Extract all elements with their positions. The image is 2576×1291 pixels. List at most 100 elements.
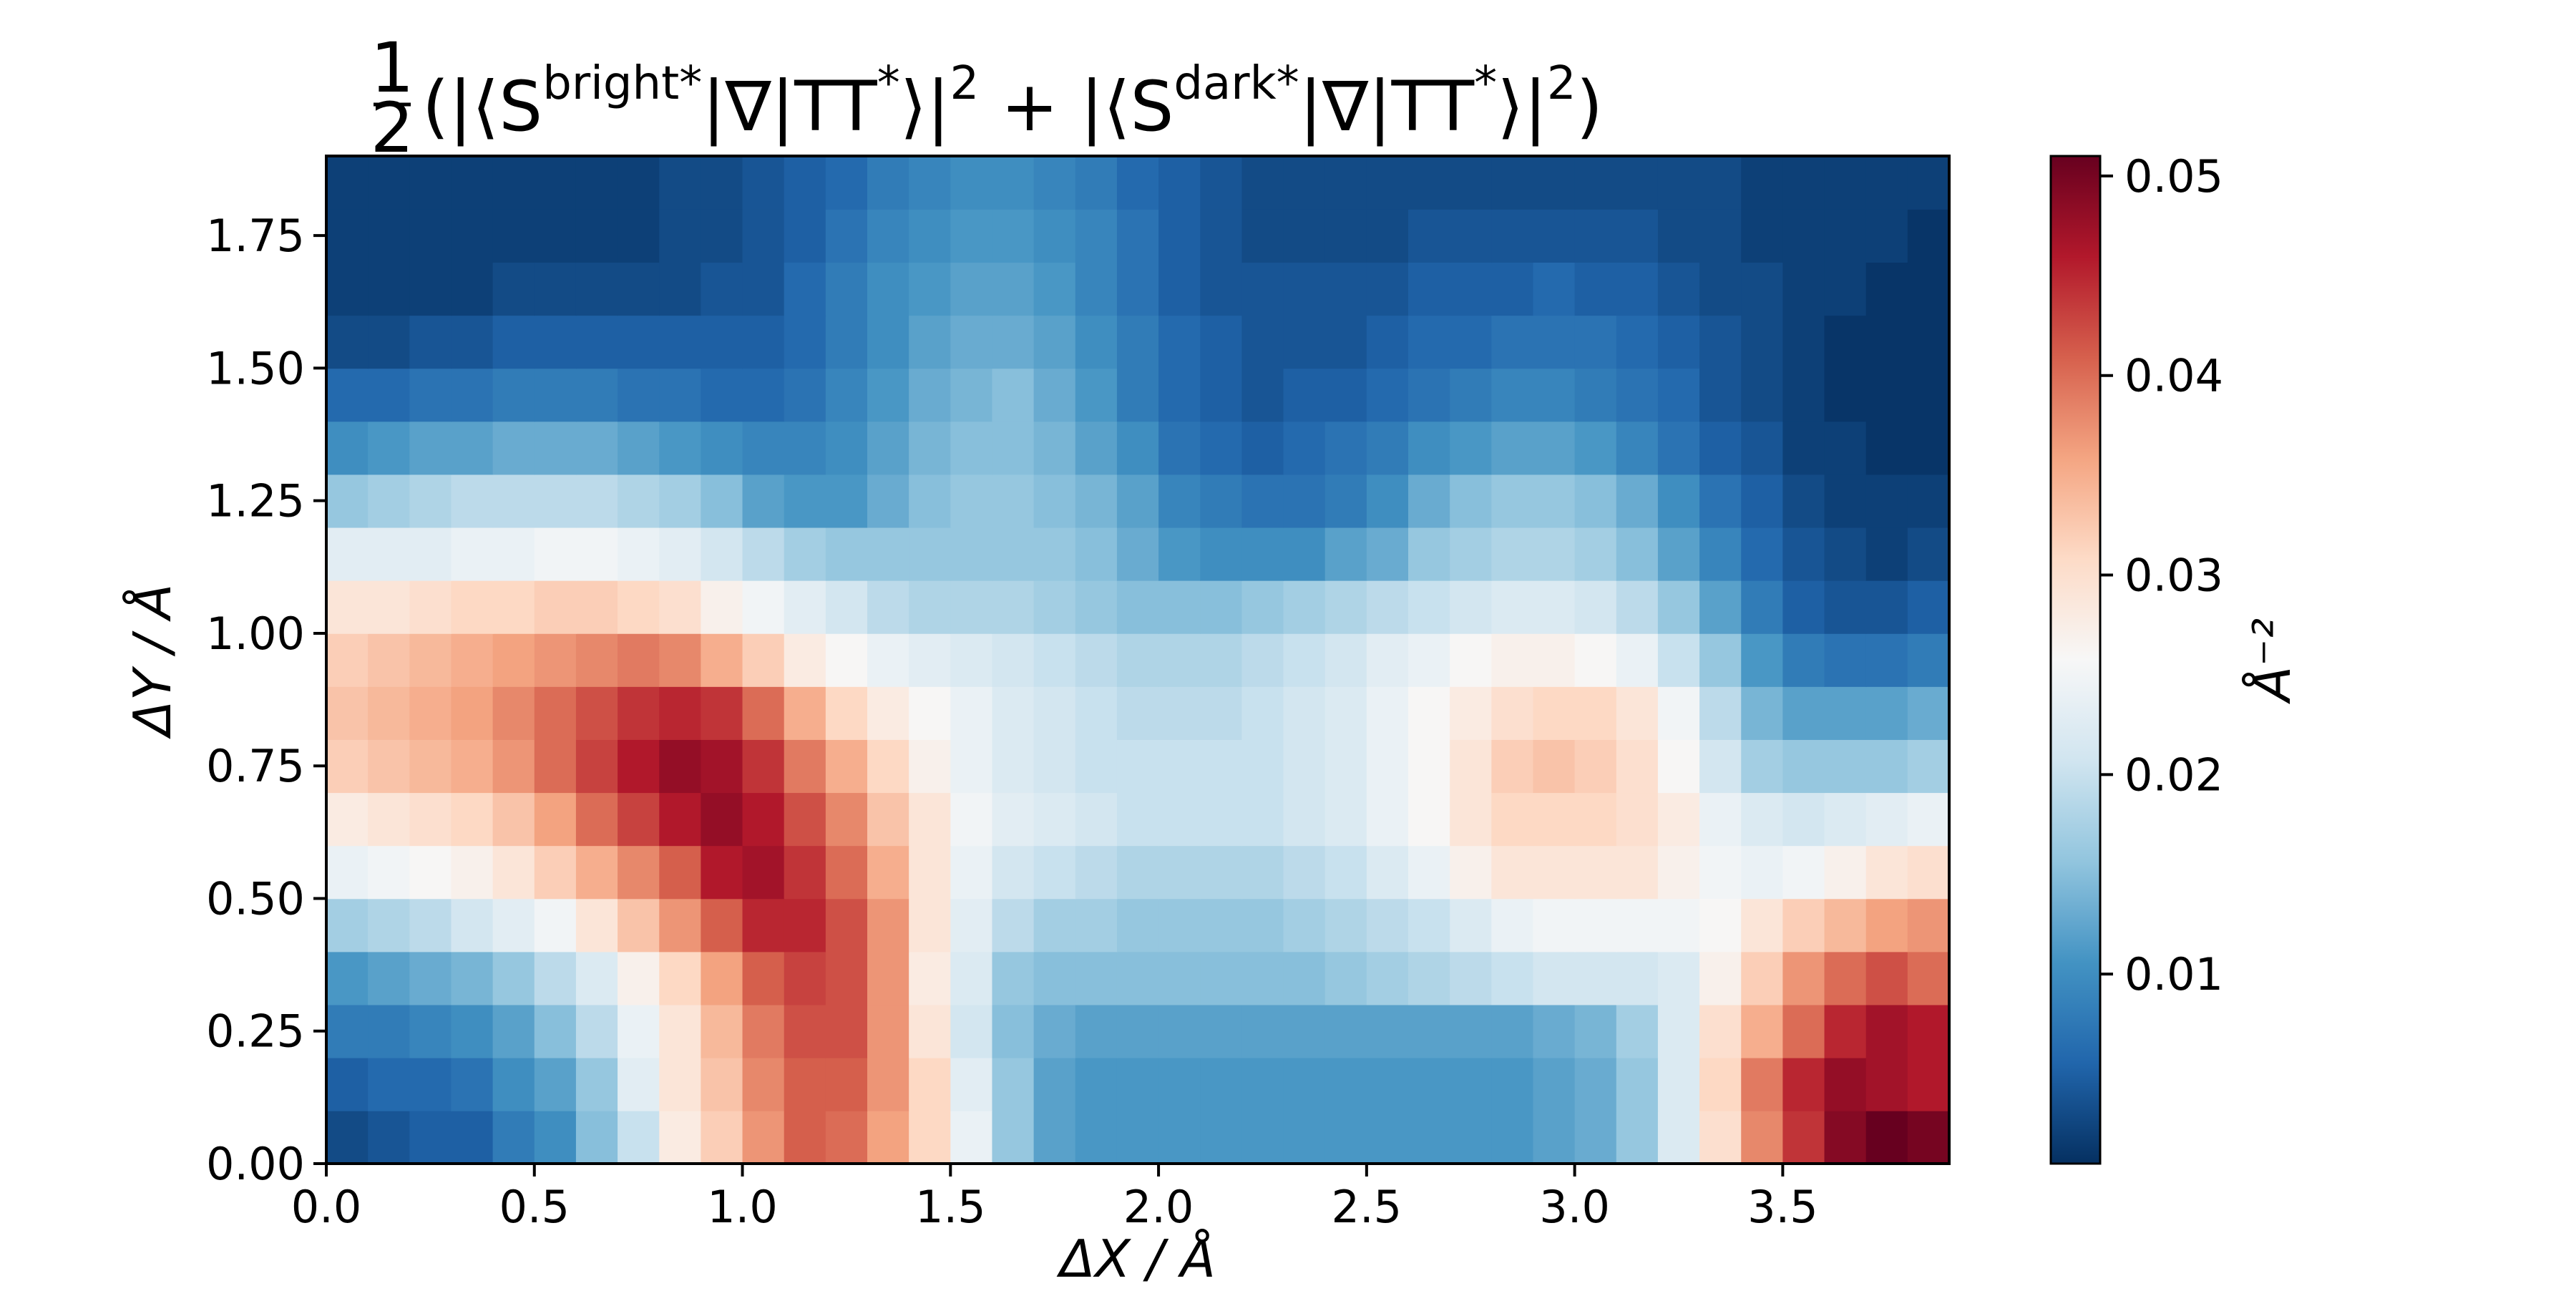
heatmap-cell (1408, 156, 1450, 210)
heatmap-cell (784, 792, 826, 847)
heatmap-cell (1200, 1110, 1243, 1164)
heatmap-cell (575, 527, 618, 581)
heatmap-cell (1491, 951, 1534, 1005)
heatmap-cell (825, 368, 868, 422)
heatmap-cell (1491, 1057, 1534, 1111)
heatmap-cell (784, 1057, 826, 1111)
heatmap-cell (1241, 898, 1284, 953)
heatmap-cell (492, 209, 535, 263)
heatmap-cell (1450, 262, 1493, 316)
heatmap-cell (1533, 368, 1576, 422)
heatmap-cell (1241, 262, 1284, 316)
heatmap-cell (1533, 315, 1576, 369)
heatmap-cell (1741, 845, 1784, 900)
heatmap-cell (451, 209, 494, 263)
plot-frame (325, 155, 1951, 1165)
heatmap-cell (618, 156, 660, 210)
heatmap-cell (1408, 1110, 1450, 1164)
x-tick-label: 0.0 (291, 1181, 362, 1233)
heatmap-cell (1283, 845, 1326, 900)
heatmap-cell (1782, 580, 1825, 634)
heatmap-cell (534, 580, 577, 634)
heatmap-cell (1699, 368, 1742, 422)
heatmap-cell (1657, 898, 1700, 953)
heatmap-cell (1241, 792, 1284, 847)
heatmap-cell (659, 368, 702, 422)
heatmap-cell (409, 527, 452, 581)
heatmap-cell (409, 580, 452, 634)
heatmap-cell (1907, 209, 1950, 263)
heatmap-cell (867, 1110, 909, 1164)
x-tick-label: 2.5 (1332, 1181, 1402, 1233)
heatmap-cell (1699, 739, 1742, 794)
heatmap-cell (1574, 686, 1617, 740)
heatmap-cell (909, 580, 952, 634)
heatmap-cell (950, 951, 993, 1005)
heatmap-cell (867, 421, 909, 475)
heatmap-cell (1241, 951, 1284, 1005)
heatmap-cell (618, 792, 660, 847)
heatmap-cell (1408, 262, 1450, 316)
heatmap-cell (1574, 845, 1617, 900)
heatmap-cell (409, 898, 452, 953)
heatmap-cell (534, 1057, 577, 1111)
heatmap-cell (1657, 368, 1700, 422)
heatmap-cell (1699, 633, 1742, 687)
heatmap-cell (1158, 527, 1201, 581)
heatmap-cell (1865, 739, 1908, 794)
heatmap-cell (909, 739, 952, 794)
heatmap-cell (1824, 1110, 1867, 1164)
heatmap-cell (1075, 315, 1118, 369)
heatmap-cell (992, 156, 1035, 210)
heatmap-cell (534, 739, 577, 794)
heatmap-cell (1241, 527, 1284, 581)
heatmap-cell (825, 739, 868, 794)
heatmap-cell (909, 1004, 952, 1058)
heatmap-cell (1865, 209, 1908, 263)
heatmap-cell (701, 633, 743, 687)
heatmap-cell (701, 421, 743, 475)
heatmap-cell (1699, 262, 1742, 316)
heatmap-cell (909, 527, 952, 581)
heatmap-cell (1865, 1110, 1908, 1164)
heatmap-cell (326, 580, 369, 634)
heatmap-cell (575, 792, 618, 847)
heatmap-cell (1699, 1057, 1742, 1111)
heatmap-cell (326, 368, 369, 422)
heatmap-cell (534, 792, 577, 847)
heatmap-cell (1366, 156, 1409, 210)
heatmap-cell (867, 580, 909, 634)
heatmap-cell (1200, 686, 1243, 740)
heatmap-cell (701, 898, 743, 953)
heatmap-cell (742, 421, 785, 475)
heatmap-cell (1574, 792, 1617, 847)
heatmap-cell (368, 951, 411, 1005)
heatmap-cell (909, 156, 952, 210)
heatmap-cell (1741, 262, 1784, 316)
heatmap-cell (1366, 1110, 1409, 1164)
heatmap-cell (575, 686, 618, 740)
heatmap-cell (1283, 1057, 1326, 1111)
heatmap-cell (992, 527, 1035, 581)
heatmap-cell (575, 262, 618, 316)
heatmap-cell (992, 1057, 1035, 1111)
heatmap-cell (867, 633, 909, 687)
heatmap-cell (1491, 633, 1534, 687)
heatmap-cell (1408, 368, 1450, 422)
y-tick-label: 1.50 (206, 342, 305, 394)
heatmap-cell (451, 262, 494, 316)
heatmap-cell (492, 739, 535, 794)
heatmap-cell (1033, 792, 1076, 847)
heatmap-cell (1865, 1004, 1908, 1058)
y-tick-label: 1.25 (206, 475, 305, 527)
heatmap-cell (1907, 527, 1950, 581)
heatmap-cell (1075, 1004, 1118, 1058)
heatmap-cell (1366, 368, 1409, 422)
heatmap-cell (1782, 156, 1825, 210)
heatmap-cell (950, 474, 993, 528)
heatmap-cell (1616, 792, 1659, 847)
y-tick-label: 1.75 (206, 210, 305, 262)
heatmap-cell (326, 633, 369, 687)
heatmap-cell (909, 262, 952, 316)
